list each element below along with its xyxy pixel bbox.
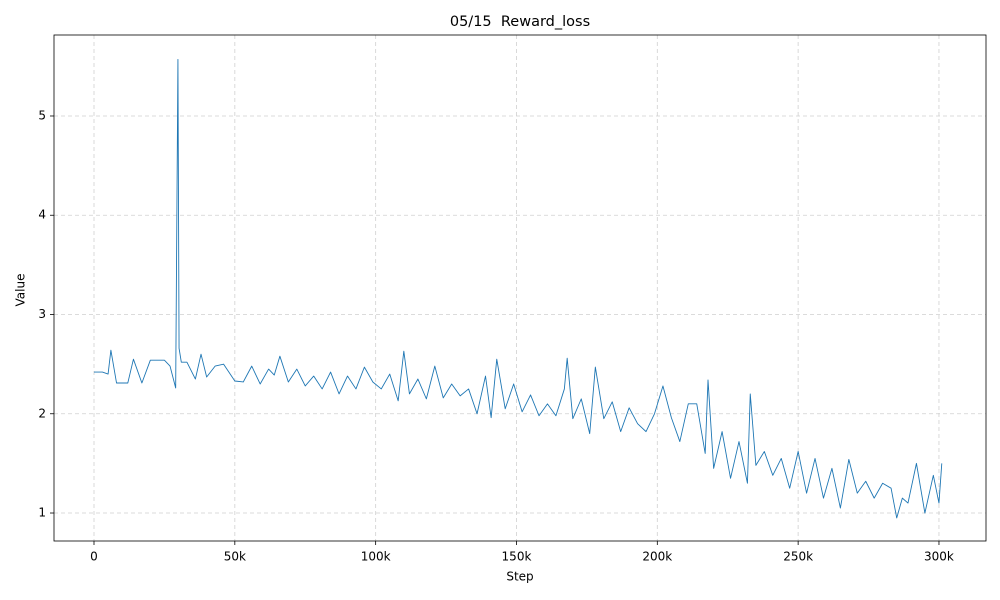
x-tick-label: 250k	[783, 550, 813, 564]
plot-frame	[53, 34, 987, 542]
y-axis-label: Value	[14, 274, 28, 307]
x-tick-label: 300k	[924, 550, 954, 564]
data-line	[94, 58, 943, 519]
y-tick-label: 2	[38, 406, 46, 420]
y-tick-label: 4	[38, 208, 46, 222]
y-tick-label: 5	[38, 108, 46, 122]
x-tick-label: 200k	[642, 550, 672, 564]
x-tick-label: 100k	[361, 550, 391, 564]
y-tick-label: 3	[38, 307, 46, 321]
x-tick-label: 0	[90, 550, 98, 564]
y-tick-label: 1	[38, 506, 46, 520]
x-tick-label: 150k	[502, 550, 532, 564]
x-tick-label: 50k	[224, 550, 246, 564]
chart-title: 05/15 Reward_loss	[450, 14, 590, 30]
x-axis-label: Step	[506, 570, 533, 584]
